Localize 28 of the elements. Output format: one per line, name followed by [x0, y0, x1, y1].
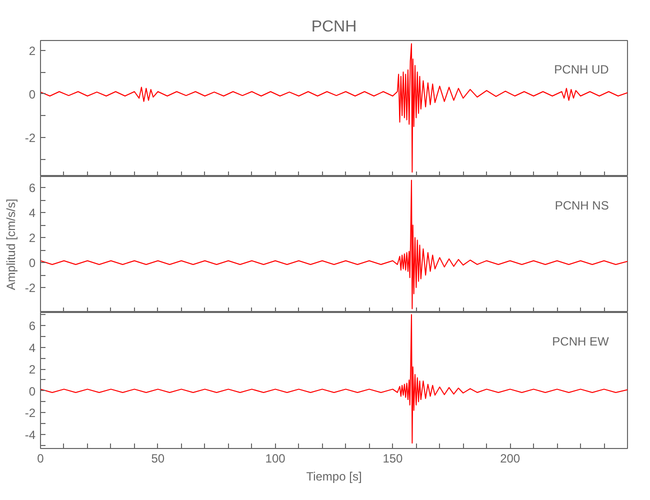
x-tick-label: 100	[265, 452, 286, 466]
y-axis-title: Amplitud [cm/s/s]	[4, 198, 18, 290]
y-tick-label: 6	[28, 319, 36, 334]
y-tick-label: 0	[28, 256, 36, 270]
line-series	[40, 314, 628, 444]
line-series	[40, 43, 628, 173]
y-tick-label: -2	[24, 406, 36, 420]
y-tick-label: 2	[28, 44, 36, 58]
y-tick-label: -2	[24, 130, 36, 145]
y-tick-label: 2	[28, 362, 36, 377]
y-tick-label: -2	[24, 281, 36, 296]
x-tick-label: 150	[382, 452, 404, 466]
line-series	[40, 180, 628, 310]
x-tick-label: 50	[151, 452, 165, 466]
annotation: PCNH NS	[554, 198, 609, 212]
annotation: PCNH UD	[554, 62, 610, 76]
x-axis-title: Tiempo [s]	[306, 470, 362, 484]
y-tick-label: 4	[28, 206, 36, 220]
x-tick-label: 200	[500, 452, 520, 466]
y-tick-label: -4	[24, 428, 36, 442]
chart-title: PCNH	[311, 18, 357, 36]
y-tick-label: 4	[28, 340, 36, 355]
y-tick-label: 0	[28, 87, 36, 102]
annotation: PCNH EW	[552, 334, 610, 348]
y-tick-label: 2	[28, 231, 36, 246]
y-tick-label: 6	[28, 181, 36, 196]
y-tick-label: 0	[28, 384, 36, 398]
x-tick-label: 0	[37, 452, 44, 466]
